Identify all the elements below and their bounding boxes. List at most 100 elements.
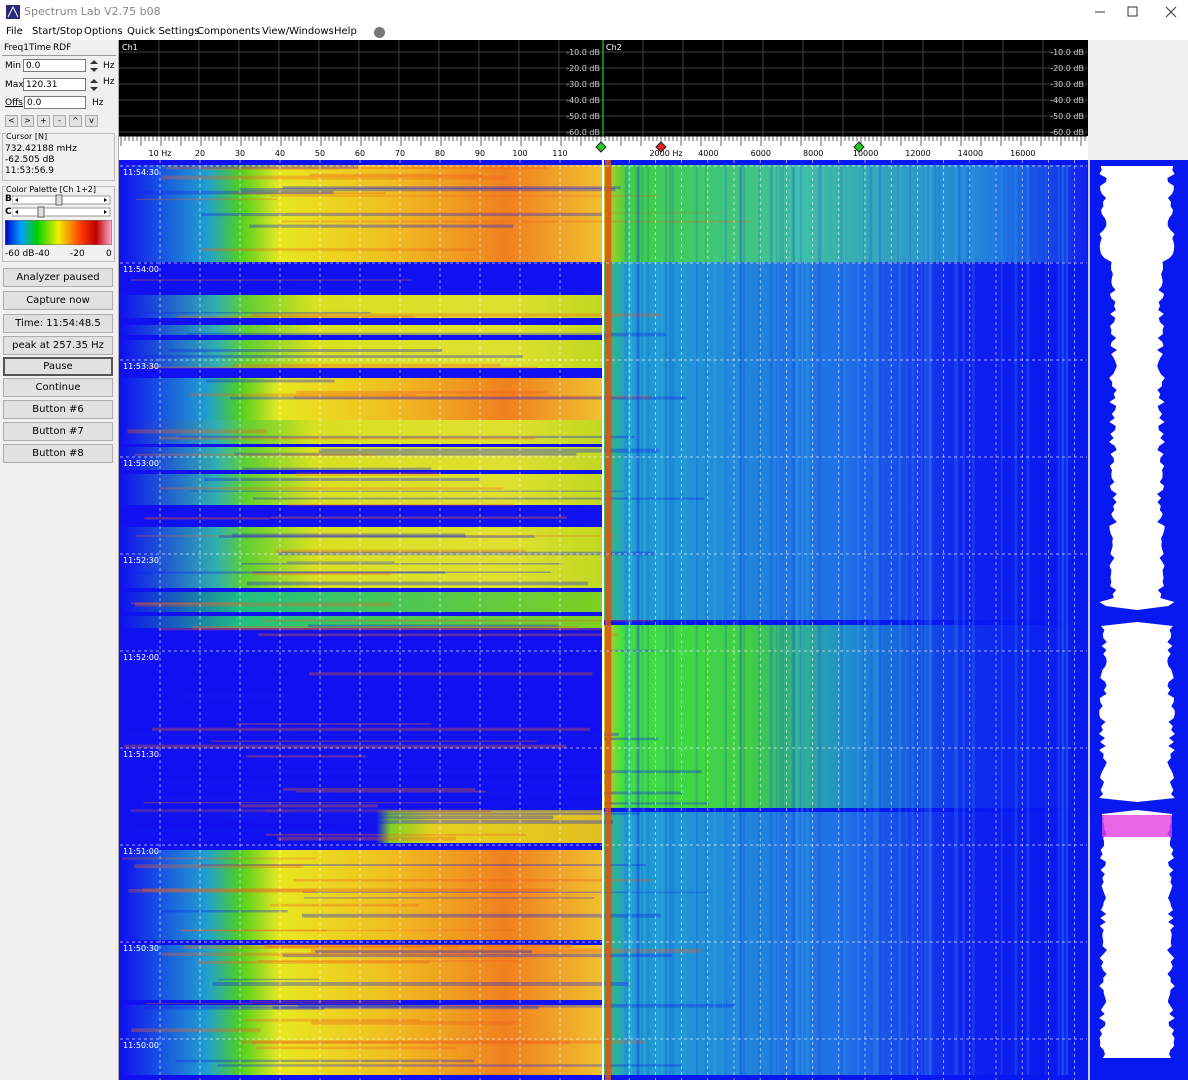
nav-button[interactable]: > — [21, 115, 34, 127]
nav-button[interactable]: ^ — [69, 115, 82, 127]
waterfall-streak — [724, 165, 727, 1075]
time-label: 11:53:30 — [123, 362, 159, 371]
waterfall-streak — [239, 804, 378, 808]
waterfall-streak — [181, 929, 515, 931]
waterfall-streak — [160, 487, 504, 490]
waterfall-streak — [242, 467, 432, 471]
time-label: 11:51:30 — [123, 750, 159, 759]
waterfall-streak — [174, 320, 521, 322]
waterfall-streak — [258, 633, 618, 637]
menu-bar: File Start/Stop Options Quick Settings Compo… — [0, 24, 1188, 40]
menu-item[interactable]: Components — [197, 26, 261, 37]
waterfall-streak — [176, 315, 416, 318]
freq-label: 14000 — [958, 149, 983, 158]
action-button[interactable]: peak at 257.35 Hz — [3, 336, 113, 355]
waterfall-streak — [743, 165, 746, 1075]
waterfall-streak — [1057, 165, 1061, 1075]
action-button[interactable]: Capture now — [3, 291, 113, 310]
waterfall-streak — [230, 396, 687, 400]
action-button[interactable]: Continue — [3, 378, 113, 397]
waterfall-streak — [769, 165, 773, 1075]
waterfall-streak — [309, 173, 483, 177]
title-bar: Spectrum Lab V2.75 b08 — [0, 0, 1188, 24]
right-strip-top — [1088, 40, 1188, 160]
waterfall-streak — [873, 165, 875, 1075]
waterfall-streak — [180, 929, 327, 932]
nav-button[interactable]: + — [37, 115, 50, 127]
waterfall-streak — [244, 1018, 420, 1022]
min-input[interactable]: 0.0 — [23, 59, 86, 72]
waterfall-streak — [131, 828, 336, 833]
nav-button[interactable]: < — [5, 115, 18, 127]
waterfall-streak — [263, 945, 423, 948]
waterfall-streak — [204, 477, 481, 482]
waterfall-streak — [135, 602, 393, 607]
waterfall-streak — [218, 535, 535, 538]
db-label: -30.0 dB — [1050, 80, 1084, 89]
menu-item[interactable]: Options — [84, 26, 123, 37]
freq-label: 16000 — [1010, 149, 1035, 158]
menu-item[interactable]: Help — [334, 26, 357, 37]
palette-label: -40 — [35, 249, 50, 259]
waterfall-band — [120, 810, 603, 843]
waterfall-streak — [793, 165, 795, 1075]
waterfall-band — [120, 474, 603, 505]
cursor-line: 11:53:56.9 — [5, 166, 55, 176]
waterfall-streak — [911, 165, 914, 1075]
waterfall-band — [120, 616, 603, 628]
db-label: -10.0 dB — [566, 48, 600, 57]
waterfall-streak — [785, 165, 787, 1075]
min-unit: Hz — [103, 61, 115, 71]
action-button[interactable]: Button #7 — [3, 422, 113, 441]
waterfall-streak — [187, 332, 666, 337]
waterfall-streak — [160, 436, 536, 440]
action-button[interactable]: Analyzer paused — [3, 268, 113, 287]
waterfall-streak — [627, 165, 631, 1075]
tab[interactable]: Freq1 — [4, 43, 30, 53]
tab[interactable]: Time — [29, 43, 52, 53]
freq-label: 90 — [475, 149, 485, 158]
tab[interactable]: RDF — [53, 43, 72, 53]
waterfall-streak — [262, 794, 486, 796]
time-label: 11:52:30 — [123, 556, 159, 565]
waterfall-streak — [298, 283, 413, 288]
action-button[interactable]: Button #8 — [3, 444, 113, 463]
window-controls[interactable] — [1090, 4, 1185, 20]
waterfall-streak — [157, 651, 566, 655]
status-dot — [374, 27, 385, 38]
cursor-title: Cursor [N] — [6, 132, 48, 141]
menu-item[interactable]: File — [6, 26, 23, 37]
waterfall-streak — [200, 248, 475, 252]
waterfall-streak — [129, 571, 446, 574]
menu-item[interactable]: Quick Settings — [127, 26, 200, 37]
waterfall-streak — [817, 165, 820, 1075]
channel-label: Ch1 — [122, 43, 138, 52]
max-label: Max — [5, 80, 24, 90]
waterfall-band — [120, 1005, 603, 1075]
waterfall-streak — [1060, 165, 1063, 1075]
waterfall-streak — [205, 379, 335, 383]
waterfall-streak — [296, 790, 486, 793]
waterfall-streak — [897, 165, 899, 1075]
max-input[interactable]: 120.31 — [23, 78, 86, 91]
waterfall-streak — [625, 165, 627, 1075]
waterfall-streak — [796, 165, 799, 1075]
nav-button[interactable]: v — [85, 115, 98, 127]
time-label: 11:52:00 — [123, 653, 159, 662]
waterfall-streak — [286, 561, 395, 563]
palette-sliders[interactable] — [12, 194, 112, 218]
nav-button[interactable]: - — [53, 115, 66, 127]
waterfall-streak — [318, 448, 660, 453]
action-button[interactable]: Pause — [3, 357, 113, 376]
menu-item[interactable]: View/Windows — [262, 26, 334, 37]
waterfall-streak — [144, 517, 270, 520]
offs-input[interactable]: 0.0 — [24, 96, 86, 109]
waterfall-streak — [924, 165, 927, 1075]
time-label: 11:54:00 — [123, 265, 159, 274]
waterfall-streak — [856, 165, 859, 1075]
action-button[interactable]: Time: 11:54:48.5 — [3, 314, 113, 333]
waterfall-streak — [628, 165, 631, 1075]
action-button[interactable]: Button #6 — [3, 400, 113, 419]
menu-item[interactable]: Start/Stop — [32, 26, 83, 37]
spin-buttons[interactable] — [88, 58, 100, 94]
